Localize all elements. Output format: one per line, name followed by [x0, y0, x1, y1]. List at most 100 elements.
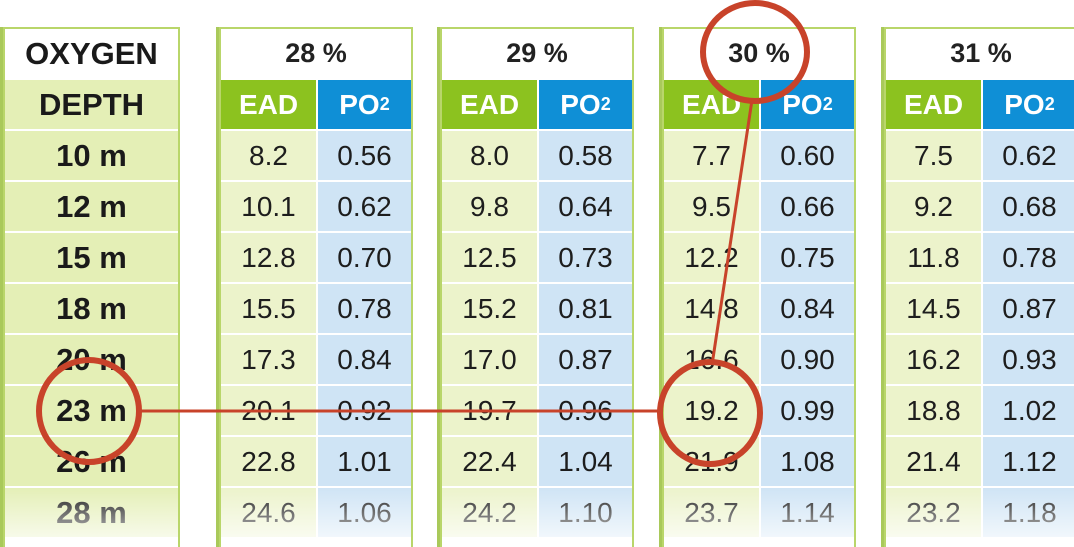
po2-value-cell: 1.04 [539, 437, 632, 486]
depth-row-label: 10 m [5, 131, 178, 180]
po2-value-cell: 0.96 [539, 386, 632, 435]
ead-value-cell: 12.8 [221, 233, 316, 282]
depth-row-label: 12 m [5, 182, 178, 231]
mix-panel: 31 % EAD PO 2 7.5 9.2 11.8 14.5 16.2 18.8 21.4 23.2… [881, 27, 1074, 547]
po2-header: PO 2 [318, 80, 411, 129]
ead-value-cell: 8.0 [442, 131, 537, 180]
ead-value-cell: 19.2 [664, 386, 759, 435]
mix-table: 28 % EAD PO 2 8.2 10.1 12.8 15.5 17.3 20.1 22.8 24.… [221, 29, 411, 547]
ead-value-cell: 20.1 [221, 386, 316, 435]
ead-value-cell: 14.5 [886, 284, 981, 333]
mix-panel: 30 % EAD PO 2 7.7 9.5 12.2 14.8 16.6 19.2 21.9 23.7… [659, 27, 856, 547]
ead-value-cell: 14.8 [664, 284, 759, 333]
po2-value-cell: 0.84 [761, 284, 854, 333]
po2-header: PO 2 [761, 80, 854, 129]
po2-value-cell: 1.18 [983, 488, 1074, 537]
depth-column: OXYGEN DEPTH 10 m 12 m 15 m 18 m 20 m 23… [5, 29, 178, 547]
oxygen-percent-header: 29 % [506, 38, 568, 68]
ead-value-cell: 9.5 [664, 182, 759, 231]
po2-header: PO 2 [539, 80, 632, 129]
po2-header-text: PO [560, 88, 601, 120]
po2-value-cell: 0.92 [318, 386, 411, 435]
ead-value-cell: 11.8 [886, 233, 981, 282]
depth-row-label: 23 m [5, 386, 178, 435]
ead-value-cell: 18.8 [886, 386, 981, 435]
ead-value-cell: 8.2 [221, 131, 316, 180]
ead-value-cell: 9.8 [442, 182, 537, 231]
depth-row-label: 28 m [5, 488, 178, 537]
ead-value-cell: 23.2 [886, 488, 981, 537]
ead-value-cell: 24.6 [221, 488, 316, 537]
ead-value-cell: 17.0 [442, 335, 537, 384]
mix-table: 29 % EAD PO 2 8.0 9.8 12.5 15.2 17.0 19.7 22.4 24.2… [442, 29, 632, 547]
po2-header-text: PO [339, 88, 380, 120]
po2-value-cell: 0.64 [539, 182, 632, 231]
ead-value-cell: 22.4 [442, 437, 537, 486]
depth-row-label: 15 m [5, 233, 178, 282]
ead-value-cell: 19.7 [442, 386, 537, 435]
po2-value-cell: 1.02 [983, 386, 1074, 435]
ead-value-cell: 10.1 [221, 182, 316, 231]
depth-row-label: 18 m [5, 284, 178, 333]
po2-value-cell: 0.87 [539, 335, 632, 384]
po2-header-text: PO [782, 88, 823, 120]
po2-value-cell: 0.78 [318, 284, 411, 333]
ead-value-cell: 23.7 [664, 488, 759, 537]
oxygen-label: OXYGEN [5, 29, 178, 78]
po2-value-cell: 0.62 [983, 131, 1074, 180]
po2-value-cell: 1.06 [318, 488, 411, 537]
po2-value-cell: 1.12 [983, 437, 1074, 486]
ead-value-cell: 17.3 [221, 335, 316, 384]
po2-header: PO 2 [983, 80, 1074, 129]
po2-value-cell: 1.10 [539, 488, 632, 537]
po2-header-subscript: 2 [600, 94, 611, 114]
po2-value-cell: 0.58 [539, 131, 632, 180]
po2-value-cell: 1.14 [761, 488, 854, 537]
po2-value-cell: 0.68 [983, 182, 1074, 231]
po2-value-cell: 0.73 [539, 233, 632, 282]
ead-value-cell: 12.5 [442, 233, 537, 282]
ead-value-cell: 9.2 [886, 182, 981, 231]
po2-value-cell: 0.60 [761, 131, 854, 180]
ead-value-cell: 12.2 [664, 233, 759, 282]
po2-value-cell: 0.66 [761, 182, 854, 231]
mix-table: 30 % EAD PO 2 7.7 9.5 12.2 14.8 16.6 19.2 21.9 23.7… [664, 29, 854, 547]
po2-header-subscript: 2 [822, 94, 833, 114]
ead-value-cell: 7.5 [886, 131, 981, 180]
mix-panel: 29 % EAD PO 2 8.0 9.8 12.5 15.2 17.0 19.7 22.4 24.2… [437, 27, 634, 547]
po2-value-cell: 0.93 [983, 335, 1074, 384]
po2-value-cell: 0.90 [761, 335, 854, 384]
mix-table: 31 % EAD PO 2 7.5 9.2 11.8 14.5 16.2 18.8 21.4 23.2… [886, 29, 1074, 547]
mix-panel: 28 % EAD PO 2 8.2 10.1 12.8 15.5 17.3 20.1 22.8 24.… [216, 27, 413, 547]
ead-value-cell: 7.7 [664, 131, 759, 180]
po2-header-text: PO [1004, 88, 1045, 120]
depth-column-panel: OXYGEN DEPTH 10 m 12 m 15 m 18 m 20 m 23… [0, 27, 180, 547]
ead-header: EAD [664, 80, 759, 129]
ead-value-cell: 16.6 [664, 335, 759, 384]
ead-header: EAD [221, 80, 316, 129]
po2-value-cell: 1.08 [761, 437, 854, 486]
po2-value-cell: 0.87 [983, 284, 1074, 333]
ead-value-cell: 15.5 [221, 284, 316, 333]
oxygen-percent-header: 30 % [728, 38, 790, 68]
ead-value-cell: 21.4 [886, 437, 981, 486]
po2-header-subscript: 2 [1044, 94, 1055, 114]
ead-value-cell: 15.2 [442, 284, 537, 333]
po2-value-cell: 0.84 [318, 335, 411, 384]
po2-value-cell: 0.99 [761, 386, 854, 435]
ead-header: EAD [442, 80, 537, 129]
ead-value-cell: 22.8 [221, 437, 316, 486]
ead-value-cell: 21.9 [664, 437, 759, 486]
po2-value-cell: 0.81 [539, 284, 632, 333]
depth-label: DEPTH [5, 80, 178, 129]
oxygen-percent-header: 31 % [950, 38, 1012, 68]
ead-value-cell: 16.2 [886, 335, 981, 384]
depth-row-label: 20 m [5, 335, 178, 384]
po2-value-cell: 1.01 [318, 437, 411, 486]
po2-value-cell: 0.75 [761, 233, 854, 282]
ead-header: EAD [886, 80, 981, 129]
ead-value-cell: 24.2 [442, 488, 537, 537]
po2-value-cell: 0.78 [983, 233, 1074, 282]
oxygen-percent-header: 28 % [285, 38, 347, 68]
po2-value-cell: 0.62 [318, 182, 411, 231]
